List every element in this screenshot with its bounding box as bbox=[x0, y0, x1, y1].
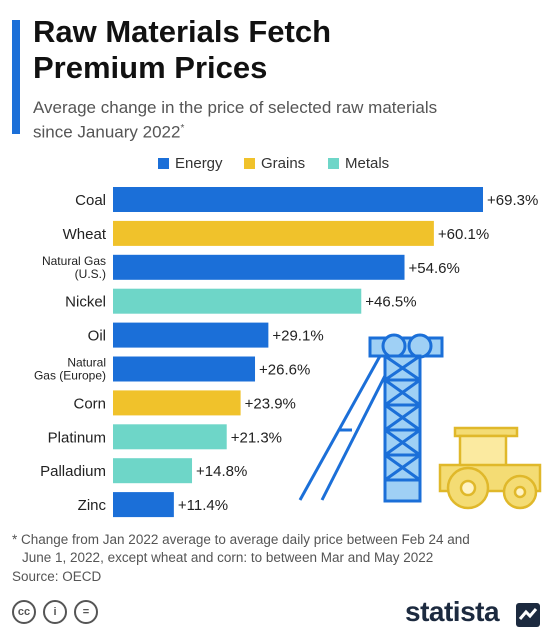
category-label-palladium: Palladium bbox=[40, 463, 106, 480]
bar-chart: Coal Wheat Natural Gas (U.S.) Nickel Oil Natur… bbox=[34, 187, 538, 518]
value-label-natural-gas-europe: +26.6% bbox=[259, 362, 310, 379]
license-icons: cc i = bbox=[12, 600, 105, 630]
legend-label-grains: Grains bbox=[261, 154, 306, 172]
chart-subtitle: Average change in the price of selected … bbox=[33, 97, 533, 143]
title-line-2: Premium Prices bbox=[33, 50, 268, 85]
bar-oil bbox=[113, 322, 269, 348]
legend: Energy Grains Metals bbox=[0, 153, 555, 173]
bar-corn bbox=[113, 390, 241, 416]
value-labels: +69.3% +60.1% +54.6% +46.5% +29.1% +26.6% +23.… bbox=[178, 192, 538, 514]
bar-natural-gas-u-s bbox=[113, 254, 405, 280]
category-label-oil: Oil bbox=[88, 328, 106, 345]
footnote: * Change from Jan 2022 average to averag… bbox=[12, 531, 552, 567]
legend-swatch-metals bbox=[328, 157, 339, 169]
bar-palladium bbox=[113, 458, 193, 484]
bar-platinum bbox=[113, 424, 227, 450]
legend-item-energy: Energy bbox=[158, 153, 223, 173]
statista-mark-icon bbox=[516, 603, 540, 627]
value-label-zinc: +11.4% bbox=[178, 497, 228, 514]
subtitle-footnote-mark: * bbox=[180, 123, 185, 134]
value-label-natural-gas-u-s: +54.6% bbox=[409, 260, 460, 277]
by-icon: i bbox=[43, 600, 67, 624]
category-label-nickel: Nickel bbox=[65, 294, 106, 311]
subtitle-line-1: Average change in the price of selected … bbox=[33, 98, 438, 117]
statista-logo: statista bbox=[405, 596, 500, 627]
legend-label-energy: Energy bbox=[175, 154, 223, 172]
bar-natural-gas-europe bbox=[113, 356, 256, 382]
subtitle-line-2: since January 2022 bbox=[33, 122, 181, 142]
legend-label-metals: Metals bbox=[345, 154, 390, 172]
bar-wheat bbox=[113, 220, 434, 246]
category-label-wheat: Wheat bbox=[63, 226, 107, 243]
value-label-platinum: +21.3% bbox=[231, 429, 282, 446]
tractor-icon bbox=[438, 426, 542, 510]
bars bbox=[113, 187, 483, 518]
value-label-oil: +29.1% bbox=[272, 328, 323, 345]
title-accent-bar bbox=[12, 20, 20, 134]
value-label-coal: +69.3% bbox=[487, 192, 538, 209]
category-label-zinc: Zinc bbox=[78, 497, 107, 514]
value-label-nickel: +46.5% bbox=[365, 294, 416, 311]
mine-headframe-icon bbox=[298, 333, 444, 503]
source: Source: OECD bbox=[12, 569, 102, 584]
value-label-palladium: +14.8% bbox=[196, 463, 247, 480]
footnote-line-1: * Change from Jan 2022 average to averag… bbox=[12, 532, 470, 547]
nd-icon: = bbox=[74, 600, 98, 624]
footnote-line-2: June 1, 2022, except wheat and corn: to … bbox=[22, 550, 434, 565]
category-label-corn: Corn bbox=[73, 395, 106, 412]
bar-zinc bbox=[113, 492, 174, 518]
value-label-corn: +23.9% bbox=[245, 395, 296, 412]
category-label-natural-gas-europe: Natural Gas (Europe) bbox=[34, 356, 106, 383]
legend-swatch-energy bbox=[158, 157, 169, 169]
cc-icon: cc bbox=[12, 600, 36, 624]
value-label-wheat: +60.1% bbox=[438, 226, 489, 243]
legend-item-metals: Metals bbox=[328, 153, 389, 173]
legend-swatch-grains bbox=[244, 157, 255, 169]
title-line-1: Raw Materials Fetch bbox=[33, 14, 332, 49]
chart-title: Raw Materials Fetch Premium Prices bbox=[33, 14, 513, 86]
category-label-coal: Coal bbox=[75, 192, 106, 209]
category-labels: Coal Wheat Natural Gas (U.S.) Nickel Oil Natur… bbox=[34, 192, 107, 514]
bar-nickel bbox=[113, 288, 362, 314]
category-label-natural-gas-u-s: Natural Gas (U.S.) bbox=[42, 254, 106, 281]
category-label-platinum: Platinum bbox=[48, 429, 106, 446]
legend-item-grains: Grains bbox=[244, 153, 305, 173]
bar-coal bbox=[113, 187, 483, 212]
